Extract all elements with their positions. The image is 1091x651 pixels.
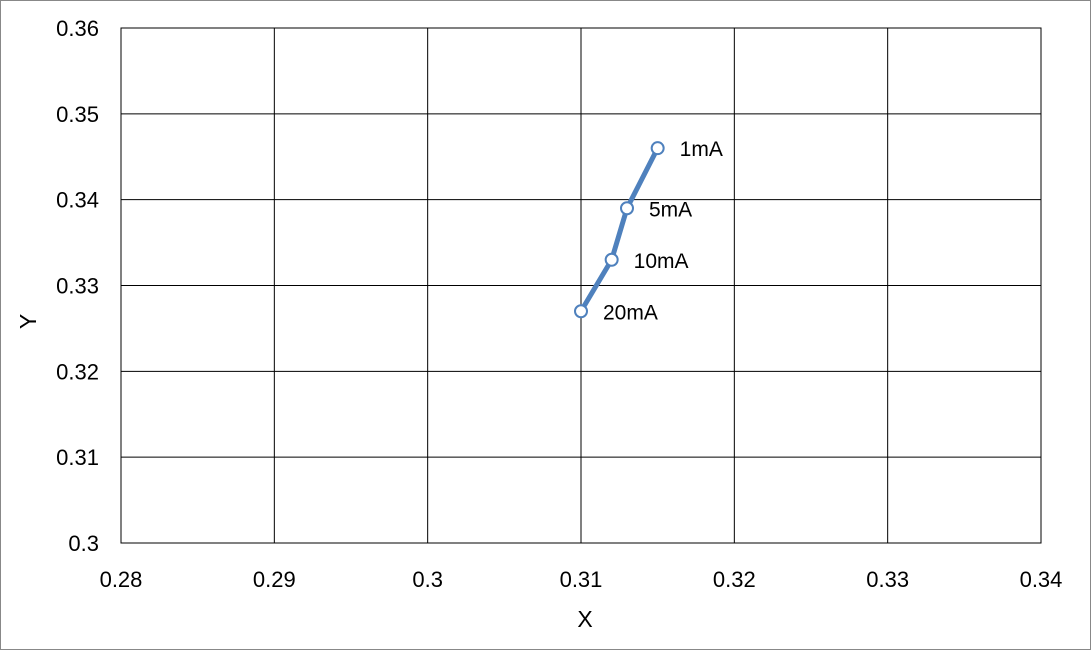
x-tick-label: 0.31: [560, 567, 603, 592]
gridlines: [120, 27, 1042, 544]
y-tick-label: 0.36: [56, 16, 99, 41]
y-axis-title: Y: [15, 314, 41, 329]
plot-area: [120, 27, 1042, 544]
x-tick-label: 0.32: [713, 567, 756, 592]
x-tick-label: 0.33: [866, 567, 909, 592]
data-point-label: 10mA: [634, 250, 689, 273]
x-tick-label: 0.34: [1020, 567, 1063, 592]
data-point-marker: [574, 304, 588, 319]
y-tick-label: 0.3: [68, 531, 99, 556]
data-point-label: 1mA: [680, 138, 723, 161]
x-axis-tick-labels: 0.28 0.29 0.3 0.31 0.32 0.33 0.34: [100, 567, 1063, 592]
y-tick-label: 0.34: [56, 188, 99, 213]
data-point-label: 5mA: [649, 198, 692, 221]
y-tick-label: 0.31: [56, 445, 99, 470]
series-line: [578, 145, 661, 314]
data-point-label: 20mA: [603, 301, 658, 324]
x-tick-label: 0.29: [253, 567, 296, 592]
x-axis-title: X: [577, 606, 592, 632]
data-point-marker: [604, 252, 619, 267]
y-tick-label: 0.35: [56, 102, 99, 127]
y-tick-label: 0.32: [56, 359, 99, 384]
x-tick-label: 0.28: [100, 567, 143, 592]
data-point-marker: [650, 141, 665, 156]
y-tick-label: 0.33: [56, 274, 99, 299]
data-point-marker: [620, 201, 634, 216]
x-tick-label: 0.3: [412, 567, 443, 592]
data-series: 1mA 5mA 10mA 20mA: [574, 138, 723, 324]
y-axis-tick-labels: 0.3 0.31 0.32 0.33 0.34 0.35 0.36: [56, 16, 99, 556]
